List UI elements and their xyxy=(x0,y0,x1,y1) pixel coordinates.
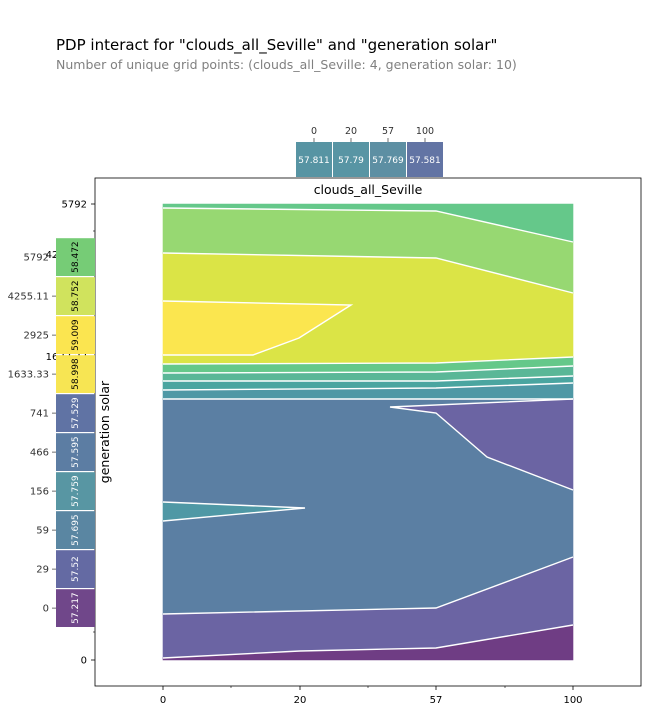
y-marginal-cell-2 xyxy=(56,511,95,549)
contour-line-0 xyxy=(162,624,574,659)
contour-line-1 xyxy=(162,556,574,615)
x-marginal-value-1: 57.79 xyxy=(338,156,364,166)
x-tick-label-0: 0 xyxy=(160,695,166,706)
chart-subtitle: Number of unique grid points: (clouds_al… xyxy=(56,57,517,72)
x-marginal-cell-0 xyxy=(296,142,332,177)
x-marginal-tick-0: 0 xyxy=(311,126,317,137)
y-marginal-cell-8 xyxy=(56,277,95,315)
y-tick-label-9: 5792 xyxy=(62,200,87,211)
y-marginal-value-1: 57.52 xyxy=(71,556,81,582)
contour-line-11 xyxy=(162,207,574,243)
y-marginal-cell-1 xyxy=(56,550,95,588)
y-marginal-value-0: 57.217 xyxy=(71,592,81,624)
x-marginal-cell-3 xyxy=(407,142,443,177)
x-marginal-value-2: 57.769 xyxy=(372,156,404,166)
contour-line-2 xyxy=(389,398,574,491)
x-tick-label-1: 20 xyxy=(294,695,307,706)
contour-line-5 xyxy=(162,382,574,391)
y-marginal-cell-0 xyxy=(56,589,95,627)
y-marginal-cell-6 xyxy=(56,355,95,393)
contour-line-10 xyxy=(162,252,574,294)
y-marginal-cell-5 xyxy=(56,394,95,432)
y-marginal-cell-4 xyxy=(56,433,95,471)
x-tick-label-2: 57 xyxy=(430,695,443,706)
x-marginal-value-3: 57.581 xyxy=(409,156,441,166)
x-marginal-value-0: 57.811 xyxy=(298,156,330,166)
x-marginal-tick-2: 57 xyxy=(382,126,394,137)
x-marginal-cell-2 xyxy=(370,142,406,177)
x-marginal-tick-3: 100 xyxy=(416,126,434,137)
contour-line-3 xyxy=(162,501,306,522)
y-marginal-tick-4: 466 xyxy=(30,448,49,459)
y-marginal-value-3: 57.759 xyxy=(71,475,81,507)
y-marginal-value-4: 57.595 xyxy=(71,436,81,468)
y-marginal-value-8: 58.752 xyxy=(71,280,81,312)
y-marginal-tick-9: 5792 xyxy=(24,253,49,264)
y-marginal-tick-7: 2925 xyxy=(24,331,49,342)
y-marginal-tick-0: 0 xyxy=(43,604,49,615)
y-marginal-cell-7 xyxy=(56,316,95,354)
y-marginal-tick-2: 59 xyxy=(36,526,49,537)
y-marginal-cell-3 xyxy=(56,472,95,510)
x-axis-label: clouds_all_Seville xyxy=(314,182,423,197)
y-marginal-value-7: 59.009 xyxy=(71,319,81,351)
y-marginal-value-9: 58.472 xyxy=(71,241,81,273)
y-marginal-cell-9 xyxy=(56,238,95,276)
x-marginal-cell-1 xyxy=(333,142,369,177)
y-marginal-tick-8: 4255.11 xyxy=(8,292,49,303)
contour-line-6 xyxy=(163,375,574,382)
y-marginal-value-5: 57.529 xyxy=(71,397,81,429)
y-marginal-value-6: 58.998 xyxy=(71,358,81,390)
y-tick-label-0: 0 xyxy=(81,656,87,667)
y-axis-label: generation solar xyxy=(97,380,112,483)
x-marginal-tick-1: 20 xyxy=(345,126,357,137)
y-marginal-value-2: 57.695 xyxy=(71,514,81,546)
contour-line-8 xyxy=(162,356,574,365)
y-marginal-tick-5: 741 xyxy=(30,409,49,420)
y-marginal-tick-3: 156 xyxy=(30,487,49,498)
y-marginal-tick-1: 29 xyxy=(36,565,49,576)
x-tick-label-3: 100 xyxy=(563,695,582,706)
contour-line-9 xyxy=(162,300,354,356)
y-marginal-tick-6: 1633.33 xyxy=(8,370,49,381)
contour-line-7 xyxy=(162,365,574,374)
chart-title: PDP interact for "clouds_all_Seville" an… xyxy=(56,36,497,55)
